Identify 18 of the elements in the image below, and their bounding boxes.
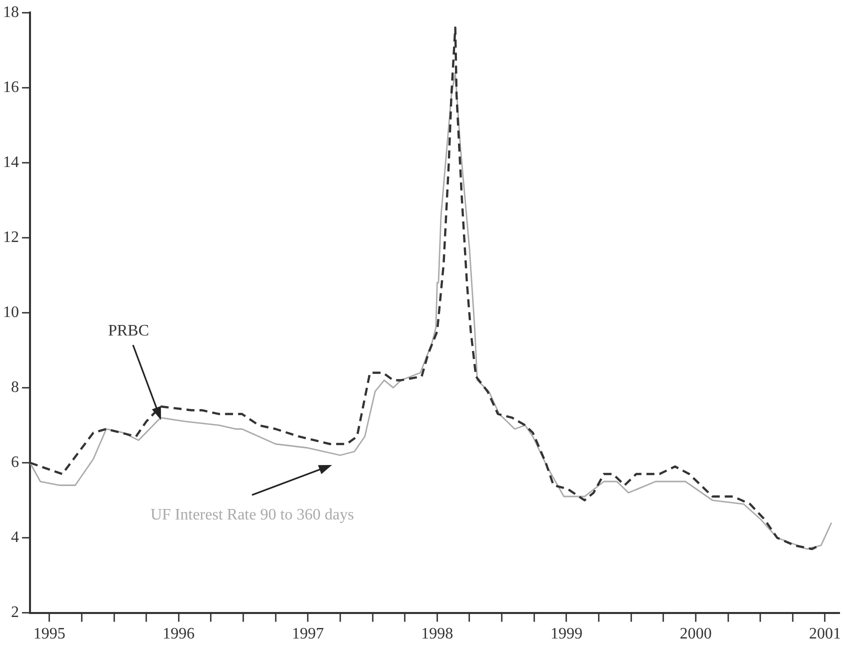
- x-tick-label: 2000: [680, 626, 712, 643]
- y-tick-label: 8: [11, 378, 19, 396]
- y-tick-label: 12: [3, 228, 19, 246]
- y-tick-label: 16: [3, 78, 19, 96]
- text: UF Interest Rate 90 to 360 days: [150, 506, 354, 524]
- y-tick-label: 6: [11, 454, 19, 471]
- text: PRBC: [108, 322, 150, 340]
- y-tick-label: 4: [11, 528, 19, 546]
- y-tick-label: 10: [3, 304, 19, 321]
- x-tick-label: 1995: [33, 626, 66, 643]
- x-tick-label: 1997: [292, 626, 324, 643]
- x-tick-label: 1999: [550, 626, 582, 643]
- y-tick-label: 2: [11, 604, 19, 622]
- x-tick-label: 1998: [421, 626, 454, 643]
- x-tick-label: 1996: [162, 626, 195, 643]
- y-tick-label: 14: [3, 154, 19, 171]
- y-tick-label: 18: [3, 4, 19, 21]
- x-tick-label: 2001: [808, 626, 841, 643]
